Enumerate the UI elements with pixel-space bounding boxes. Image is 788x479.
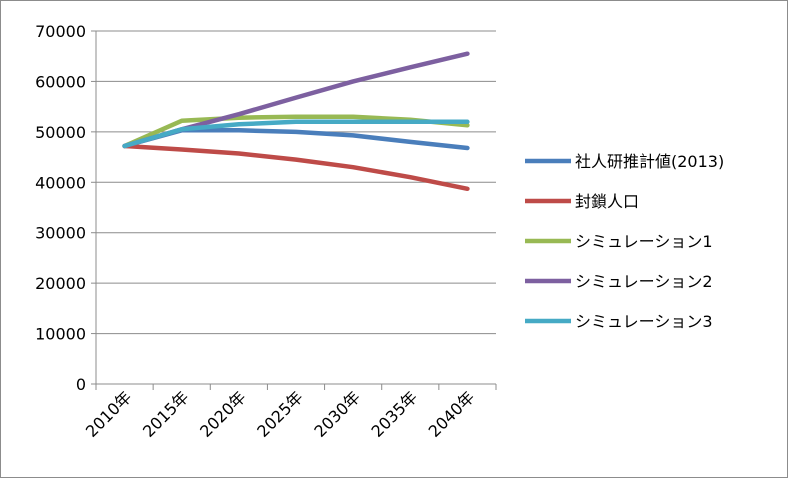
axes: [91, 31, 496, 390]
y-tick-label: 30000: [35, 224, 86, 243]
legend-label-5: シミュレーション3: [575, 312, 713, 331]
x-tick-label: 2040年: [425, 387, 479, 441]
x-tick-label: 2010年: [82, 387, 136, 441]
y-tick-label: 20000: [35, 274, 86, 293]
y-tick-label: 60000: [35, 72, 86, 91]
x-tick-label: 2015年: [139, 387, 193, 441]
y-tick-label: 10000: [35, 325, 86, 344]
legend-label-2: 封鎖人口: [575, 192, 639, 211]
y-tick-label: 40000: [35, 173, 86, 192]
series-lines: [124, 54, 467, 189]
x-tick-label: 2030年: [310, 387, 364, 441]
x-tick-label: 2035年: [368, 387, 422, 441]
legend-label-4: シミュレーション2: [575, 272, 713, 291]
y-tick-label: 70000: [35, 22, 86, 41]
legend-label-3: シミュレーション1: [575, 232, 713, 251]
x-tick-label: 2025年: [253, 387, 307, 441]
x-tick-label: 2020年: [196, 387, 250, 441]
legend-label-1: 社人研推計値(2013): [575, 152, 724, 171]
y-tick-labels: 0 10000 20000 30000 40000 50000 60000 70000: [35, 22, 86, 394]
y-tick-label: 0: [76, 375, 86, 394]
y-tick-label: 50000: [35, 123, 86, 142]
